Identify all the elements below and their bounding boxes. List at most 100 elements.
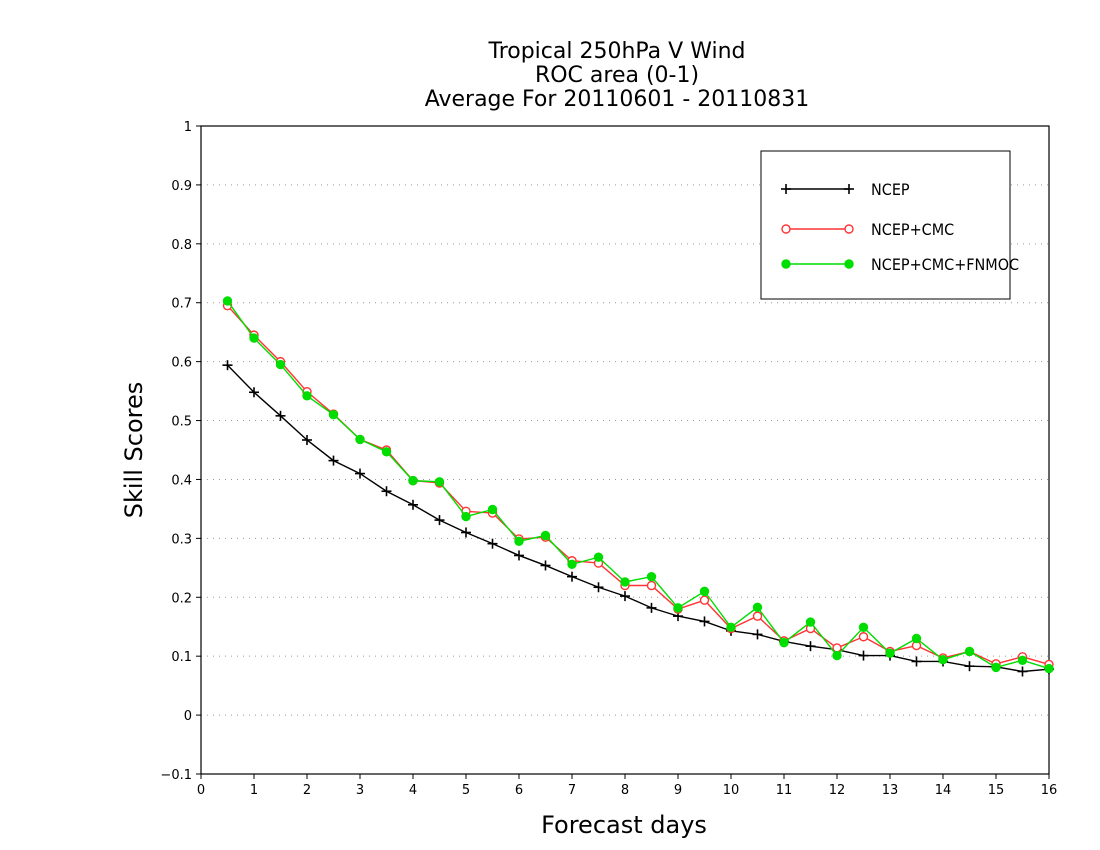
series-line <box>226 364 1050 673</box>
data-point <box>355 434 365 445</box>
data-point <box>805 617 816 627</box>
x-tick-label: 12 <box>829 783 846 798</box>
data-point <box>938 655 948 665</box>
data-point <box>567 571 577 582</box>
data-point <box>885 648 895 658</box>
legend-entry: NCEP+CMC <box>781 220 954 239</box>
x-tick-label: 5 <box>462 783 470 798</box>
data-point <box>911 633 922 644</box>
data-point <box>302 434 312 445</box>
data-point <box>487 538 498 549</box>
x-tick-label: 16 <box>1041 783 1058 798</box>
data-point <box>699 586 710 597</box>
data-point <box>249 387 259 398</box>
data-point <box>567 559 577 569</box>
data-point <box>408 475 418 486</box>
series-1 <box>222 360 1054 677</box>
data-point <box>593 552 604 562</box>
y-axis-ticks: −0.1 0 0.1 0.2 0.3 0.4 0.5 0.6 0.7 0.8 0.9 1 <box>160 120 201 783</box>
title-line-1: Tropical 250hPa V Wind <box>487 39 745 64</box>
data-point <box>328 455 339 466</box>
data-point <box>832 650 842 661</box>
data-point <box>646 571 657 582</box>
x-tick-label: 13 <box>882 783 899 798</box>
data-point <box>328 409 339 420</box>
data-point <box>646 580 657 591</box>
y-tick-label: 0.4 <box>171 473 192 488</box>
data-point <box>620 577 630 587</box>
x-tick-label: 7 <box>568 783 576 798</box>
legend-marker <box>844 184 854 194</box>
data-point <box>381 486 392 497</box>
data-point <box>461 511 471 522</box>
data-point <box>911 656 922 667</box>
data-point <box>752 611 763 621</box>
legend-label: NCEP+CMC <box>871 220 954 239</box>
data-point <box>249 333 259 343</box>
data-point <box>964 661 975 672</box>
y-tick-label: 0.9 <box>171 179 192 194</box>
data-point <box>699 616 710 627</box>
data-point <box>752 602 763 612</box>
data-point <box>779 637 789 648</box>
legend-marker <box>781 184 791 194</box>
data-point <box>434 515 445 526</box>
x-tick-label: 4 <box>409 783 417 798</box>
x-tick-label: 8 <box>621 783 629 798</box>
data-point <box>275 359 286 370</box>
legend-marker <box>844 224 854 234</box>
title-line-3: Average For 20110601 - 20110831 <box>425 87 810 112</box>
data-point <box>1017 655 1028 666</box>
chart-title: Tropical 250hPa V Wind ROC area (0-1) Av… <box>425 39 810 112</box>
x-tick-label: 10 <box>723 783 740 798</box>
data-point <box>832 643 842 653</box>
x-axis-label: Forecast days <box>541 811 707 839</box>
series-3 <box>222 296 1054 674</box>
x-tick-label: 0 <box>197 783 205 798</box>
x-tick-label: 11 <box>776 783 793 798</box>
data-point <box>381 447 392 457</box>
data-point <box>275 410 286 421</box>
legend-marker <box>781 224 791 234</box>
data-point <box>673 603 683 613</box>
data-point <box>699 595 710 605</box>
data-point <box>858 632 869 642</box>
series-line <box>226 300 1050 670</box>
data-point <box>1044 663 1054 674</box>
data-point <box>805 641 816 652</box>
legend-label: NCEP <box>871 180 910 199</box>
data-point <box>858 650 869 661</box>
y-axis-label: Skill Scores <box>120 382 148 519</box>
data-point <box>646 602 657 613</box>
data-point <box>726 622 736 633</box>
x-tick-label: 14 <box>935 783 952 798</box>
legend-box <box>760 150 1011 300</box>
x-axis-ticks: 0 1 2 3 4 5 6 7 8 9 10 11 12 13 14 15 16 <box>197 774 1057 798</box>
x-tick-label: 3 <box>356 783 364 798</box>
legend-label: NCEP+CMC+FNMOC <box>871 255 1019 274</box>
data-point <box>1017 666 1028 677</box>
data-point <box>355 468 365 479</box>
y-tick-label: 0 <box>184 709 192 724</box>
y-tick-label: 0.5 <box>171 415 192 430</box>
data-point <box>514 550 524 561</box>
data-point <box>434 477 445 487</box>
data-point <box>487 504 498 515</box>
plot-frame <box>200 125 1050 775</box>
series-line <box>226 305 1050 666</box>
data-point <box>540 530 551 541</box>
legend-marker <box>781 259 791 269</box>
data-point <box>514 536 524 547</box>
legend-entry: NCEP+CMC+FNMOC <box>781 255 1019 274</box>
y-tick-label: −0.1 <box>160 768 192 783</box>
data-point <box>964 646 975 657</box>
legend-entry: NCEP <box>781 180 910 199</box>
legend-marker <box>844 259 854 269</box>
series-2 <box>222 300 1054 670</box>
x-tick-label: 1 <box>250 783 258 798</box>
x-tick-label: 6 <box>515 783 523 798</box>
y-tick-label: 0.2 <box>171 591 192 606</box>
data-point <box>302 391 312 401</box>
data-point <box>593 582 604 593</box>
